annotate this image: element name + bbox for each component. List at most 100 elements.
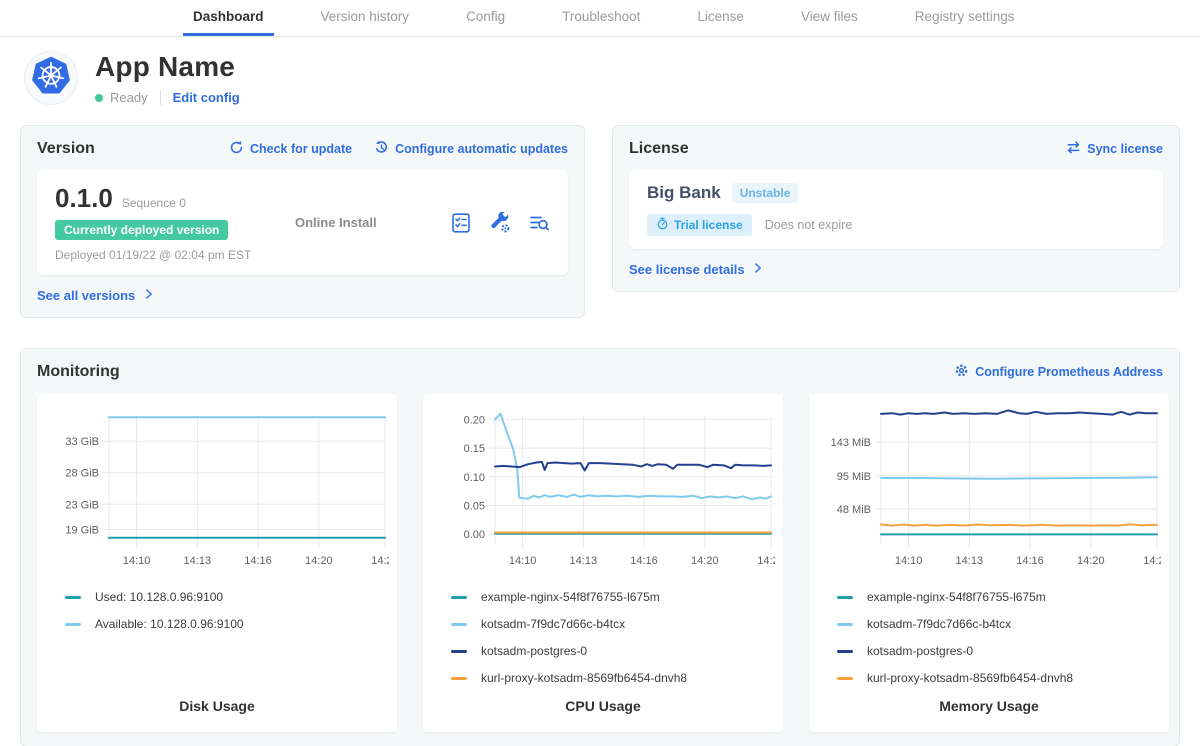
- memory-usage-title: Memory Usage: [939, 698, 1039, 714]
- current-version-card: 0.1.0 Sequence 0 Currently deployed vers…: [37, 170, 568, 275]
- configure-automatic-updates-button[interactable]: Configure automatic updates: [374, 140, 568, 158]
- memory-usage-legend: example-nginx-54f8f76755-l675m kotsadm-7f…: [837, 590, 1161, 698]
- svg-text:23 GiB: 23 GiB: [65, 499, 99, 511]
- tab-config[interactable]: Config: [466, 9, 506, 24]
- top-nav: Dashboard Version history Config Trouble…: [0, 0, 1200, 37]
- cpu-usage-legend: example-nginx-54f8f76755-l675m kotsadm-7f…: [451, 590, 775, 698]
- tab-version-history[interactable]: Version history: [320, 9, 410, 24]
- svg-text:14:10: 14:10: [509, 555, 537, 567]
- legend-label: example-nginx-54f8f76755-l675m: [481, 590, 660, 604]
- cpu-usage-chart: 0.00 0.05 0.10 0.15 0.20 14:10 14:13 14:16 14:20…: [431, 404, 775, 576]
- tab-view-files[interactable]: View files: [800, 9, 858, 24]
- tab-dashboard[interactable]: Dashboard: [183, 0, 274, 36]
- legend-item: kurl-proxy-kotsadm-8569fb6454-dnvh8: [451, 671, 775, 685]
- license-card-title: License: [629, 140, 689, 157]
- sync-license-button[interactable]: Sync license: [1066, 140, 1163, 158]
- legend-color-dash: [451, 676, 467, 680]
- trial-license-badge: Trial license: [647, 214, 752, 236]
- legend-color-dash: [837, 649, 853, 653]
- svg-text:19 GiB: 19 GiB: [65, 525, 99, 537]
- charts-row: 19 GiB 23 GiB 28 GiB 33 GiB 14:10 14:13 14:16 1…: [37, 394, 1169, 732]
- see-license-details-link[interactable]: See license details: [629, 262, 762, 277]
- legend-label: kotsadm-7f9dc7d66c-b4tcx: [867, 617, 1012, 631]
- channel-badge: Unstable: [731, 183, 799, 203]
- svg-text:14:10: 14:10: [123, 555, 151, 567]
- legend-item: kotsadm-7f9dc7d66c-b4tcx: [837, 617, 1161, 631]
- legend-item: kotsadm-7f9dc7d66c-b4tcx: [451, 617, 775, 631]
- legend-item: Used: 10.128.0.96:9100: [65, 590, 389, 604]
- svg-text:14:20: 14:20: [691, 555, 719, 567]
- refresh-icon: [229, 140, 244, 158]
- check-for-update-button[interactable]: Check for update: [229, 140, 352, 158]
- legend-color-dash: [837, 676, 853, 680]
- svg-text:0.20: 0.20: [464, 414, 485, 426]
- svg-text:14:13: 14:13: [184, 555, 212, 567]
- tab-registry-settings[interactable]: Registry settings: [914, 9, 1015, 24]
- svg-text:14:20: 14:20: [1077, 555, 1105, 567]
- svg-text:0.15: 0.15: [464, 443, 485, 455]
- app-logo: [24, 51, 78, 105]
- cpu-usage-title: CPU Usage: [565, 698, 641, 714]
- legend-label: kurl-proxy-kotsadm-8569fb6454-dnvh8: [481, 671, 688, 685]
- svg-text:14:13: 14:13: [570, 555, 598, 567]
- legend-color-dash: [451, 649, 467, 653]
- svg-text:14:20: 14:20: [305, 555, 333, 567]
- tab-troubleshoot[interactable]: Troubleshoot: [562, 9, 641, 24]
- page-title: App Name: [95, 51, 236, 82]
- gear-icon: [954, 363, 969, 381]
- preflight-checks-icon[interactable]: [450, 212, 472, 234]
- chevron-right-icon: [145, 288, 153, 300]
- license-name: Big Bank: [647, 183, 721, 202]
- svg-text:95 MiB: 95 MiB: [837, 471, 871, 483]
- version-card-title: Version: [37, 140, 95, 157]
- legend-item: kurl-proxy-kotsadm-8569fb6454-dnvh8: [837, 671, 1161, 685]
- svg-text:14:23: 14:23: [1143, 555, 1161, 567]
- svg-text:28 GiB: 28 GiB: [65, 468, 99, 480]
- see-all-versions-link[interactable]: See all versions: [37, 288, 153, 303]
- app-header: App Name Ready Edit config: [0, 37, 1200, 113]
- disk-usage-legend: Used: 10.128.0.96:9100 Available: 10.128.…: [65, 590, 389, 644]
- legend-item: Available: 10.128.0.96:9100: [65, 617, 389, 631]
- svg-text:143 MiB: 143 MiB: [831, 437, 871, 449]
- deploy-logs-icon[interactable]: [528, 212, 550, 234]
- svg-text:14:16: 14:16: [1016, 555, 1044, 567]
- status-dot-icon: [95, 93, 103, 102]
- legend-label: example-nginx-54f8f76755-l675m: [867, 590, 1046, 604]
- version-card: Version Check for update: [20, 125, 585, 318]
- disk-usage-chart: 19 GiB 23 GiB 28 GiB 33 GiB 14:10 14:13 14:16 1…: [45, 404, 389, 576]
- install-type-label: Online Install: [295, 215, 377, 230]
- svg-text:0.05: 0.05: [464, 501, 485, 513]
- svg-text:48 MiB: 48 MiB: [837, 504, 871, 516]
- svg-text:14:23: 14:23: [757, 555, 775, 567]
- license-card: License Sync license Big Bank Unstable: [612, 125, 1180, 292]
- tab-license[interactable]: License: [697, 9, 744, 24]
- svg-text:14:13: 14:13: [956, 555, 984, 567]
- legend-item: kotsadm-postgres-0: [837, 644, 1161, 658]
- license-detail-card: Big Bank Unstable Trial license Do: [629, 170, 1163, 249]
- configure-prometheus-button[interactable]: Configure Prometheus Address: [954, 363, 1163, 381]
- chevron-right-icon: [754, 262, 762, 274]
- edit-config-link[interactable]: Edit config: [172, 90, 240, 105]
- cpu-usage-card: 0.00 0.05 0.10 0.15 0.20 14:10 14:13 14:16 14:20…: [423, 394, 783, 732]
- status-badge: Ready: [110, 90, 148, 105]
- svg-text:14:23: 14:23: [371, 555, 389, 567]
- legend-label: kotsadm-postgres-0: [481, 644, 588, 658]
- legend-color-dash: [451, 622, 467, 626]
- svg-text:14:10: 14:10: [895, 555, 923, 567]
- legend-color-dash: [451, 595, 467, 599]
- svg-text:14:16: 14:16: [630, 555, 658, 567]
- legend-color-dash: [837, 595, 853, 599]
- svg-text:0.10: 0.10: [464, 472, 485, 484]
- legend-item: example-nginx-54f8f76755-l675m: [837, 590, 1161, 604]
- legend-color-dash: [65, 595, 81, 599]
- svg-text:14:16: 14:16: [244, 555, 272, 567]
- legend-label: kotsadm-postgres-0: [867, 644, 974, 658]
- clock-arrow-icon: [374, 140, 389, 158]
- svg-text:33 GiB: 33 GiB: [65, 436, 99, 448]
- version-number: 0.1.0: [55, 183, 113, 213]
- monitoring-title: Monitoring: [37, 363, 120, 380]
- legend-color-dash: [837, 622, 853, 626]
- config-wrench-icon[interactable]: [489, 211, 511, 234]
- sync-arrows-icon: [1066, 140, 1081, 158]
- legend-color-dash: [65, 622, 81, 626]
